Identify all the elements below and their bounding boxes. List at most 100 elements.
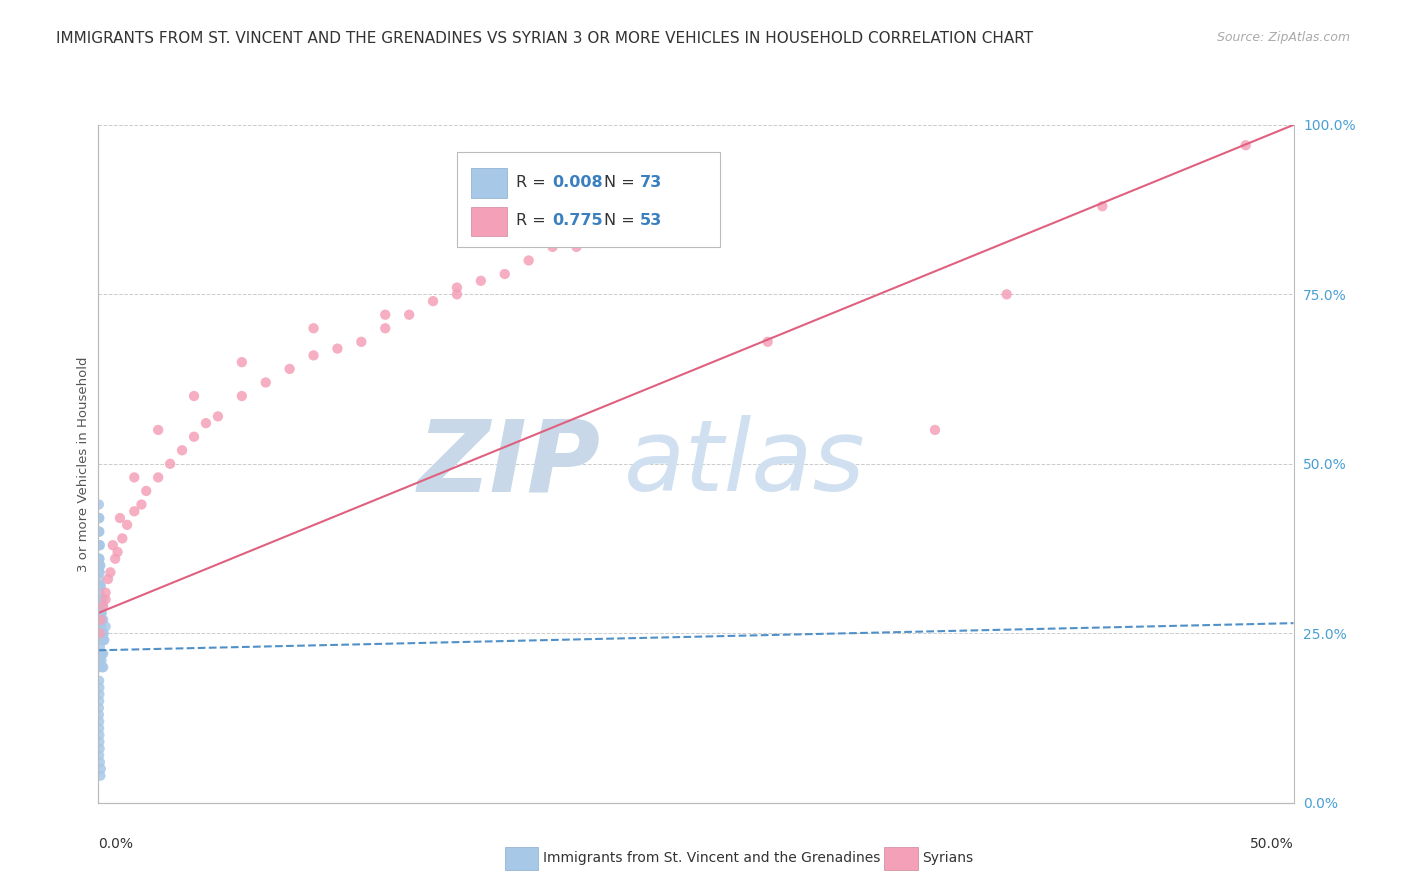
Point xyxy=(89,572,111,586)
Point xyxy=(995,287,1018,301)
Point xyxy=(91,599,114,614)
Point xyxy=(124,470,146,484)
Text: 0.0%: 0.0% xyxy=(98,837,134,851)
Point xyxy=(93,633,115,648)
Point xyxy=(90,633,112,648)
Point xyxy=(89,566,111,580)
Point xyxy=(89,728,111,742)
Point xyxy=(517,253,540,268)
Point xyxy=(565,227,588,241)
Point xyxy=(90,762,112,776)
Point xyxy=(89,592,111,607)
Point xyxy=(90,626,112,640)
Point xyxy=(446,287,468,301)
Point xyxy=(374,308,396,322)
Text: IMMIGRANTS FROM ST. VINCENT AND THE GRENADINES VS SYRIAN 3 OR MORE VEHICLES IN H: IMMIGRANTS FROM ST. VINCENT AND THE GREN… xyxy=(56,31,1033,46)
Text: 0.008: 0.008 xyxy=(553,175,603,190)
FancyBboxPatch shape xyxy=(505,847,538,870)
Point xyxy=(1234,138,1257,153)
Point xyxy=(254,376,277,390)
Point xyxy=(90,613,112,627)
Point xyxy=(89,673,111,688)
Text: N =: N = xyxy=(605,213,640,228)
Point xyxy=(302,321,325,335)
Text: Immigrants from St. Vincent and the Grenadines: Immigrants from St. Vincent and the Gren… xyxy=(543,851,880,865)
Point xyxy=(90,606,112,620)
Point xyxy=(89,606,111,620)
Y-axis label: 3 or more Vehicles in Household: 3 or more Vehicles in Household xyxy=(77,356,90,572)
Point xyxy=(89,585,111,599)
Point xyxy=(183,389,205,403)
Point xyxy=(91,647,114,661)
Point xyxy=(89,538,111,552)
Point xyxy=(87,707,110,722)
Point xyxy=(91,599,114,614)
Point xyxy=(91,613,114,627)
Point xyxy=(89,538,111,552)
Point xyxy=(148,470,170,484)
Point xyxy=(87,524,110,539)
Point xyxy=(87,498,110,512)
Point xyxy=(148,423,170,437)
Text: 73: 73 xyxy=(640,175,662,190)
Point xyxy=(87,701,110,715)
Point xyxy=(124,504,146,518)
Point xyxy=(108,511,131,525)
Point xyxy=(89,721,111,735)
Point xyxy=(89,755,111,769)
Point xyxy=(93,626,115,640)
Point xyxy=(104,551,127,566)
Point xyxy=(89,681,111,695)
Point xyxy=(90,579,112,593)
Point xyxy=(172,443,194,458)
Text: 50.0%: 50.0% xyxy=(1250,837,1294,851)
Point xyxy=(756,334,779,349)
Point xyxy=(89,551,111,566)
Point xyxy=(302,348,325,362)
Point xyxy=(89,538,111,552)
Point xyxy=(91,647,114,661)
Point xyxy=(98,566,122,580)
Point xyxy=(89,579,111,593)
Point xyxy=(1091,199,1114,213)
Point xyxy=(90,606,112,620)
Point xyxy=(89,741,111,756)
Point xyxy=(91,592,114,607)
Point xyxy=(422,294,444,309)
Point xyxy=(89,606,111,620)
Point xyxy=(89,558,111,573)
Point xyxy=(231,355,253,369)
Point xyxy=(89,524,111,539)
Point xyxy=(207,409,229,424)
FancyBboxPatch shape xyxy=(471,168,508,198)
Point xyxy=(87,551,110,566)
Point xyxy=(90,633,112,648)
Point xyxy=(89,640,111,654)
Point xyxy=(89,626,111,640)
Text: R =: R = xyxy=(516,175,550,190)
Point xyxy=(89,660,111,674)
Point xyxy=(194,416,218,430)
Point xyxy=(90,619,112,633)
Point xyxy=(91,647,114,661)
Point xyxy=(159,457,181,471)
Point xyxy=(326,342,349,356)
Point xyxy=(90,653,112,667)
Point xyxy=(89,647,111,661)
Point xyxy=(101,538,124,552)
Point xyxy=(89,687,111,701)
Text: 0.775: 0.775 xyxy=(553,213,603,228)
Point xyxy=(89,558,111,573)
Point xyxy=(398,308,420,322)
Text: 53: 53 xyxy=(640,213,662,228)
Point xyxy=(231,389,253,403)
Point xyxy=(91,660,114,674)
FancyBboxPatch shape xyxy=(884,847,918,870)
Point xyxy=(89,511,111,525)
Point xyxy=(131,498,153,512)
Point xyxy=(94,619,117,633)
Point xyxy=(90,619,112,633)
Point xyxy=(111,532,134,546)
Point xyxy=(278,362,301,376)
FancyBboxPatch shape xyxy=(471,207,508,236)
